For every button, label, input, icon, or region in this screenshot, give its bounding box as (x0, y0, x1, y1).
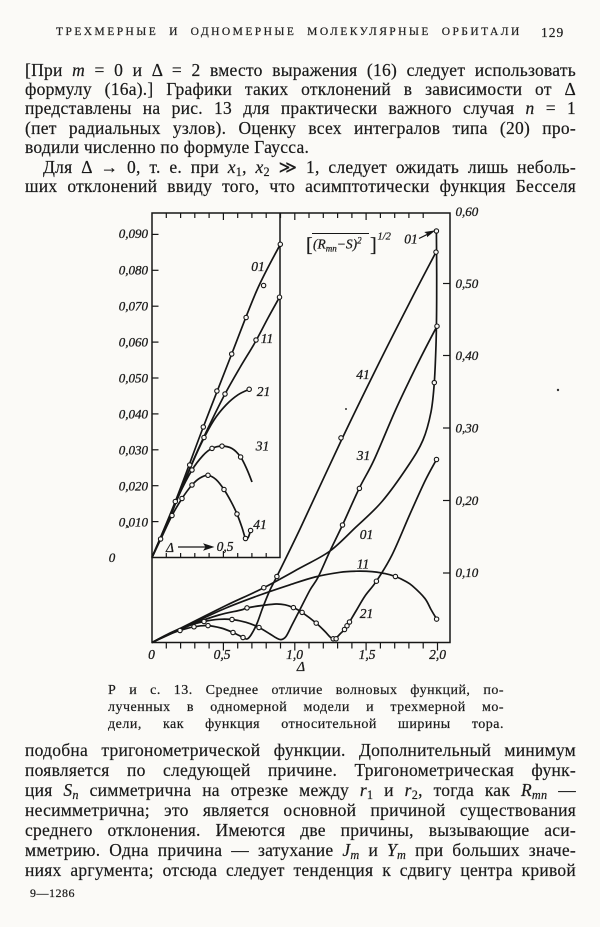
svg-text:0,50: 0,50 (456, 276, 479, 291)
svg-text:1,0: 1,0 (286, 647, 303, 662)
svg-text:Δ: Δ (165, 540, 174, 555)
svg-text:1,5: 1,5 (359, 647, 376, 662)
svg-text:0,070: 0,070 (119, 299, 149, 314)
svg-text:31: 31 (255, 439, 270, 454)
svg-text:01: 01 (251, 259, 265, 274)
svg-text:0: 0 (148, 647, 155, 662)
svg-text:0,050: 0,050 (119, 371, 149, 386)
svg-text:11: 11 (357, 557, 370, 572)
svg-text:0,10: 0,10 (456, 565, 479, 580)
svg-text:Δ: Δ (296, 660, 305, 675)
svg-text:41: 41 (253, 517, 267, 532)
svg-text:21: 21 (360, 606, 374, 621)
svg-text:0,040: 0,040 (119, 407, 149, 422)
svg-text:0,010: 0,010 (119, 515, 149, 530)
svg-text:0,5: 0,5 (217, 539, 234, 554)
svg-text:1/2: 1/2 (378, 232, 392, 243)
svg-text:0,60: 0,60 (456, 204, 479, 219)
svg-text:0,090: 0,090 (119, 226, 149, 241)
svg-text:01: 01 (360, 527, 374, 542)
svg-text:(Rmn−S)2: (Rmn−S)2 (313, 236, 362, 254)
svg-text:31: 31 (356, 448, 371, 463)
svg-text:0: 0 (109, 550, 116, 565)
svg-text:01: 01 (404, 232, 418, 247)
svg-text:11: 11 (261, 331, 274, 346)
svg-text:0,020: 0,020 (119, 479, 149, 494)
svg-text:41: 41 (356, 367, 370, 382)
svg-text:0,30: 0,30 (456, 421, 479, 436)
svg-text:]: ] (370, 235, 377, 257)
svg-text:[: [ (306, 235, 313, 257)
svg-text:2,0: 2,0 (429, 647, 446, 662)
svg-text:0,40: 0,40 (456, 348, 479, 363)
svg-text:0,5: 0,5 (214, 647, 231, 662)
svg-text:0,080: 0,080 (119, 263, 149, 278)
svg-text:0,030: 0,030 (119, 443, 149, 458)
svg-text:0,060: 0,060 (119, 335, 149, 350)
svg-text:21: 21 (257, 384, 271, 399)
svg-text:0,20: 0,20 (456, 493, 479, 508)
